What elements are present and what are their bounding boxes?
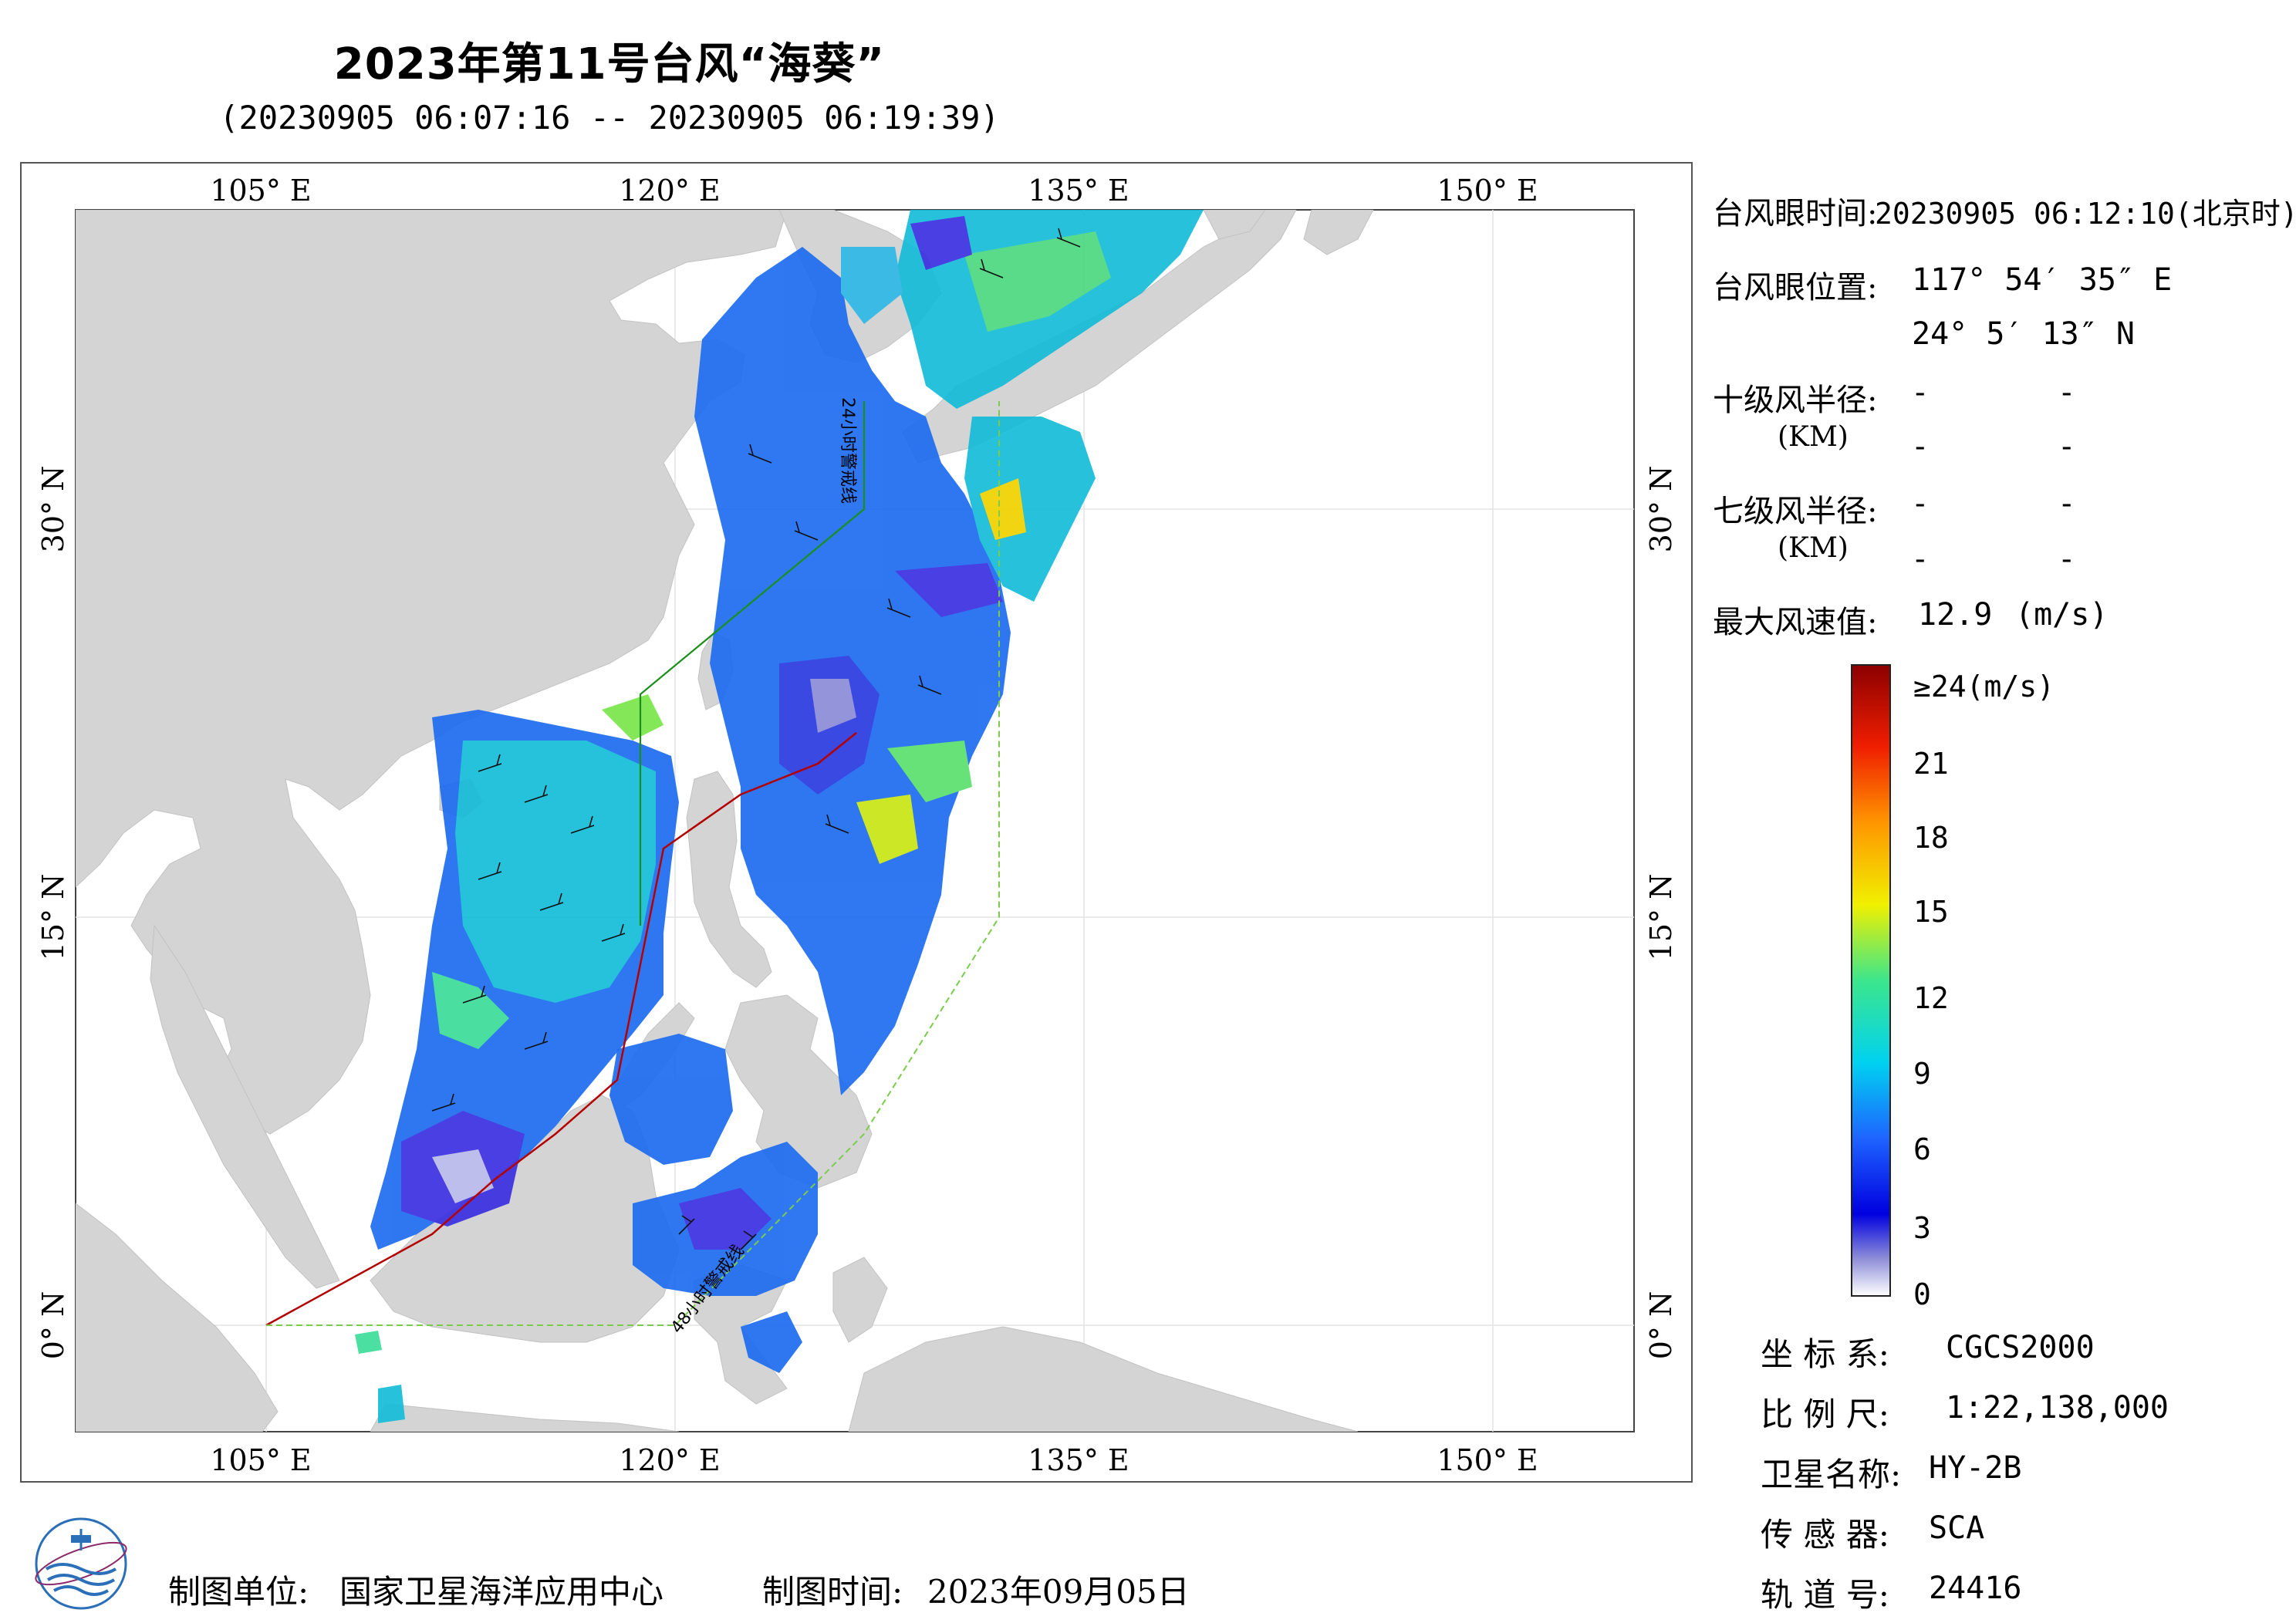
colorbar-label-0: 0 xyxy=(1913,1277,1931,1311)
r7-value-3: - xyxy=(1915,542,1926,577)
r10-value-3: - xyxy=(1915,429,1926,464)
orbit-value: 24416 xyxy=(1929,1571,2022,1606)
r7-label: 七级风半径: xyxy=(1713,494,1878,529)
warning-line-48h xyxy=(266,401,1000,1326)
wind-swath-east xyxy=(694,210,1204,1095)
wind-barbs xyxy=(431,228,1081,1250)
lon-tick-bottom-150: 150° E xyxy=(1437,1443,1538,1477)
eye-longitude: 117° 54′ 35″ E xyxy=(1912,262,2173,298)
orbit-label: 轨 道 号: xyxy=(1761,1576,1889,1614)
colorbar-label-9: 9 xyxy=(1913,1057,1931,1091)
scale-value: 1:22,138,000 xyxy=(1946,1390,2169,1426)
lon-tick-bottom-135: 135° E xyxy=(1028,1443,1129,1477)
lat-tick-right-0: 0° N xyxy=(1644,1291,1678,1360)
colorbar-label-3: 3 xyxy=(1913,1211,1931,1245)
scale-label: 比 例 尺: xyxy=(1761,1395,1889,1433)
crs-label: 坐 标 系: xyxy=(1761,1335,1889,1373)
r7-km-label: (KM) xyxy=(1778,532,1849,564)
r7-value-2: - xyxy=(2061,486,2072,521)
colorbar-label-21: 21 xyxy=(1913,747,1949,781)
eye-time-value: 20230905 06:12:10(北京时) xyxy=(1875,197,2296,231)
map-frame xyxy=(20,162,1693,1483)
max-wind-unit: (m/s) xyxy=(2015,597,2109,633)
lon-tick-top-120: 120° E xyxy=(619,174,720,208)
colorbar-label-15: 15 xyxy=(1913,895,1949,929)
sensor-label: 传 感 器: xyxy=(1761,1516,1889,1554)
lon-tick-top-150: 150° E xyxy=(1437,174,1538,208)
sensor-value: SCA xyxy=(1929,1510,1985,1546)
satellite-value: HY-2B xyxy=(1929,1450,2022,1486)
colorbar-label-24: ≥24(m/s) xyxy=(1913,670,2055,704)
r10-value-4: - xyxy=(2061,429,2072,464)
colorbar xyxy=(1851,664,1891,1297)
map-title: 2023年第11号台风“海葵” xyxy=(333,39,886,89)
nsoas-logo-icon xyxy=(35,1517,127,1610)
wind-swath-west xyxy=(370,694,679,1250)
r10-km-label: (KM) xyxy=(1778,421,1849,453)
r7-value-1: - xyxy=(1915,486,1926,521)
lat-tick-right-30: 30° N xyxy=(1644,466,1678,553)
eye-position-label: 台风眼位置: xyxy=(1713,270,1878,305)
producer-value: 国家卫星海洋应用中心 xyxy=(339,1573,664,1611)
max-wind-label: 最大风速值: xyxy=(1713,605,1878,640)
warning-24h-label: 24小时警戒线 xyxy=(838,397,857,504)
colorbar-label-18: 18 xyxy=(1913,821,1949,855)
wind-swath-south xyxy=(355,1034,818,1423)
lat-tick-left-30: 30° N xyxy=(36,466,70,553)
map-subtitle: (20230905 06:07:16 -- 20230905 06:19:39) xyxy=(219,99,1000,137)
r10-value-1: - xyxy=(1915,375,1926,410)
colorbar-label-6: 6 xyxy=(1913,1132,1931,1166)
colorbar-label-12: 12 xyxy=(1913,981,1949,1015)
typhoon-track xyxy=(265,732,857,1327)
r7-value-4: - xyxy=(2061,542,2072,577)
crs-value: CGCS2000 xyxy=(1946,1330,2095,1365)
max-wind-value: 12.9 xyxy=(1918,597,1993,633)
warning-line-24h xyxy=(639,401,866,926)
lon-tick-bottom-105: 105° E xyxy=(210,1443,311,1477)
production-date-value: 2023年09月05日 xyxy=(927,1573,1190,1611)
land-masses xyxy=(76,210,1374,1432)
production-date-label: 制图时间: xyxy=(762,1573,903,1611)
lon-tick-top-135: 135° E xyxy=(1028,174,1129,208)
r10-value-2: - xyxy=(2061,375,2072,410)
eye-time-label: 台风眼时间: xyxy=(1713,196,1878,231)
lat-tick-left-15: 15° N xyxy=(36,874,70,961)
lon-tick-top-105: 105° E xyxy=(210,174,311,208)
producer-label: 制图单位: xyxy=(168,1573,309,1611)
lat-tick-left-0: 0° N xyxy=(36,1291,70,1360)
lon-tick-bottom-120: 120° E xyxy=(619,1443,720,1477)
satellite-label: 卫星名称: xyxy=(1761,1456,1902,1493)
lat-tick-right-15: 15° N xyxy=(1644,874,1678,961)
eye-latitude: 24° 5′ 13″ N xyxy=(1912,316,2135,352)
r10-label: 十级风半径: xyxy=(1713,383,1878,418)
